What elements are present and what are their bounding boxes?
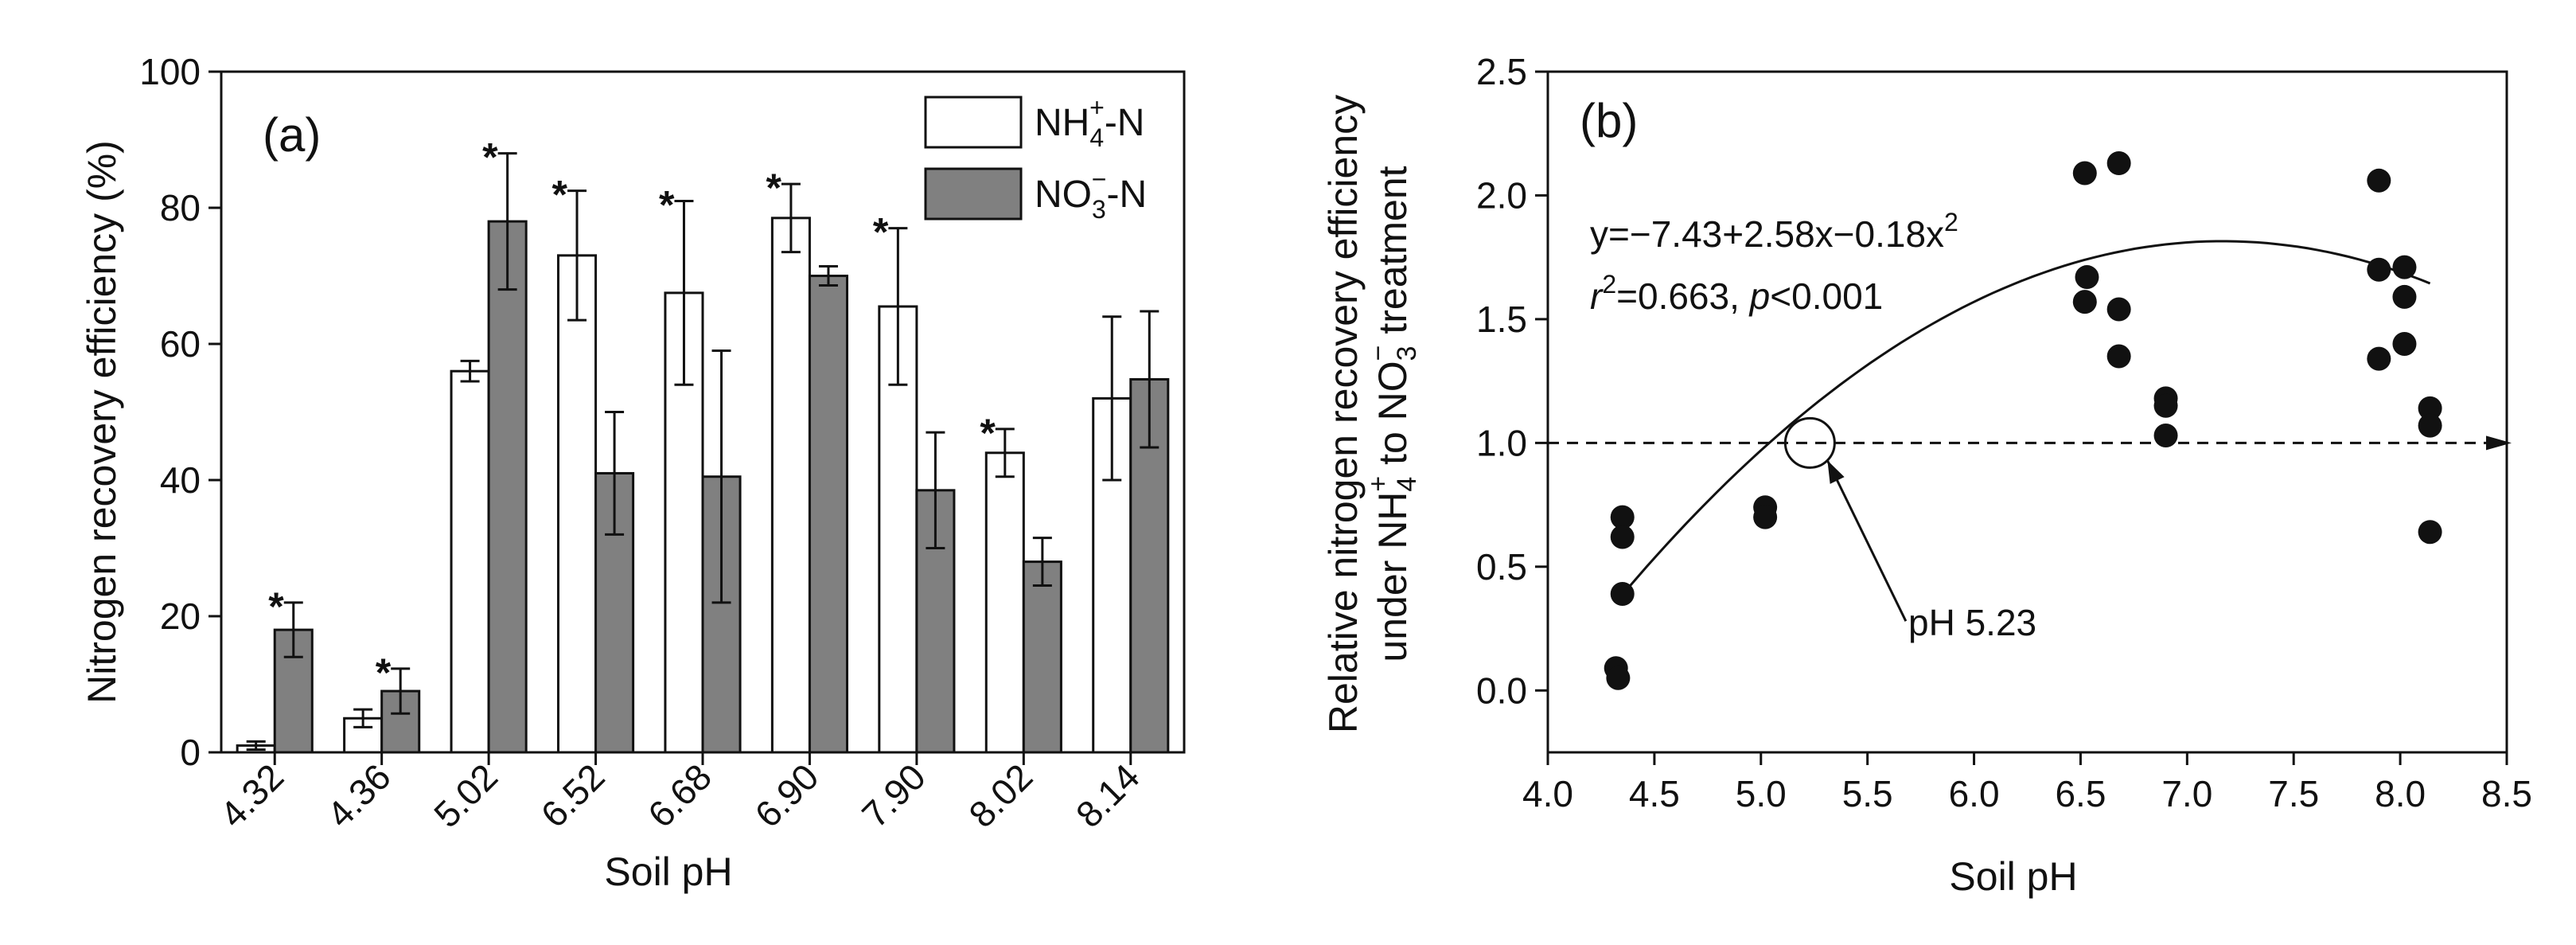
panel-b-xlabel: Soil pH [1949, 854, 2077, 899]
scatter-point [2106, 151, 2131, 176]
x-tick-label-a: 4.32 [212, 756, 291, 835]
x-tick-label-a: 4.36 [319, 756, 399, 835]
plot-frame-b [1546, 70, 2508, 754]
panel-a-label: (a) [263, 108, 321, 162]
panel-a-ylabel: Nitrogen recovery efficiency (%) [80, 140, 124, 704]
scatter-point [1610, 505, 1635, 529]
y-tick-label-a: 80 [160, 187, 201, 228]
crossing-arrow-icon [1827, 460, 1845, 484]
significance-star: * [268, 584, 284, 629]
crossing-marker [1783, 416, 1836, 469]
bar-nh4 [770, 217, 811, 754]
y-tick-label-b: 1.5 [1476, 299, 1527, 340]
significance-star: * [980, 411, 996, 455]
y-tick-label-b: 0.0 [1476, 670, 1527, 711]
panel-b-ylabel-line1: Relative nitrogen recovery efficiency [1321, 95, 1366, 733]
legend-swatch-nh4 [924, 96, 1023, 149]
y-tick-label-b: 0.5 [1476, 546, 1527, 588]
x-tick-label-b: 4.0 [1522, 773, 1573, 814]
scatter-point [2367, 168, 2391, 193]
scatter-point [2072, 161, 2097, 185]
legend-swatch-no3 [924, 167, 1023, 221]
significance-star: * [873, 210, 889, 255]
x-tick-label-a: 7.90 [854, 756, 933, 835]
y-tick-label-a: 100 [139, 51, 201, 92]
x-tick-label-b: 8.0 [2375, 773, 2426, 814]
bar-nh4 [450, 369, 490, 754]
x-tick-label-b: 4.5 [1629, 773, 1680, 814]
scatter-point [2075, 265, 2099, 290]
x-tick-label-a: 5.02 [426, 756, 505, 835]
panel-b-ylabel: Relative nitrogen recovery efficiency un… [1321, 95, 1422, 733]
scatter-point [2106, 344, 2131, 369]
x-tick-label-a: 6.90 [746, 756, 826, 835]
y-tick-label-a: 20 [160, 596, 201, 637]
x-tick-label-a: 8.14 [1068, 756, 1148, 835]
y-tick-label-a: 0 [180, 732, 201, 773]
y-tick-label-a: 60 [160, 323, 201, 365]
x-tick-label-b: 6.5 [2055, 773, 2106, 814]
x-tick-label-b: 7.0 [2161, 773, 2212, 814]
panel-b-label: (b) [1580, 94, 1638, 147]
y-tick-label-b: 2.5 [1476, 51, 1527, 92]
reference-arrow-icon [2486, 435, 2512, 451]
significance-star: * [376, 650, 392, 695]
x-tick-label-a: 6.68 [640, 756, 719, 835]
x-tick-label-b: 6.0 [1949, 773, 2000, 814]
panel-a: (a) Soil pH Nitrogen recovery efficiency… [80, 93, 1147, 894]
scatter-point [2153, 393, 2178, 418]
fit-curve [1615, 240, 2431, 603]
scatter-point [2153, 424, 2178, 448]
x-tick-label-a: 6.52 [533, 756, 613, 835]
y-tick-label-b: 2.0 [1476, 174, 1527, 216]
bar-nh4 [984, 451, 1025, 754]
scatter-point [2418, 520, 2442, 545]
scatter-point [2367, 257, 2391, 282]
crossing-label: pH 5.23 [1908, 602, 2036, 643]
significance-star: * [482, 135, 498, 180]
bar-no3 [1022, 560, 1062, 754]
scatter-point [1753, 505, 1778, 529]
x-tick-label-b: 5.0 [1736, 773, 1787, 814]
panel-a-xlabel: Soil pH [604, 849, 732, 894]
legend-label-no3: NO3−-N [1035, 165, 1147, 224]
significance-star: * [552, 173, 568, 217]
scatter-point [2418, 413, 2442, 438]
significance-star: * [766, 166, 781, 210]
x-tick-label-a: 8.02 [961, 756, 1040, 835]
bar-no3 [808, 275, 849, 754]
legend-label-nh4: NH4+-N [1035, 93, 1144, 152]
bar-no3 [487, 220, 528, 754]
scatter-point [2367, 346, 2391, 371]
bar-nh4 [557, 254, 598, 754]
scatter-point [1606, 666, 1631, 690]
scatter-point [1610, 525, 1635, 549]
x-tick-label-b: 5.5 [1842, 773, 1893, 814]
legend-a: NH4+-N NO3−-N [924, 93, 1147, 224]
y-tick-label-b: 1.0 [1476, 422, 1527, 463]
scatter-point [2392, 255, 2417, 279]
significance-star: * [659, 182, 675, 227]
scatter-point [2392, 332, 2417, 356]
crossing-arrow-line [1826, 459, 1908, 622]
scatter-point [2392, 284, 2417, 309]
scatter-point [2418, 396, 2442, 420]
x-tick-label-b: 8.5 [2481, 773, 2532, 814]
scatter-point [1610, 582, 1635, 607]
panel-b-ylabel-line2: under NH4+ to NO3− treatment [1363, 166, 1422, 662]
fit-equation: y=−7.43+2.58x−0.18x2 [1590, 208, 1958, 255]
scatter-point [2072, 290, 2097, 314]
fit-statistics: r2=0.663, p<0.001 [1590, 270, 1883, 317]
x-tick-label-b: 7.5 [2268, 773, 2319, 814]
scatter-point [2106, 297, 2131, 322]
y-tick-label-a: 40 [160, 459, 201, 501]
panel-b: (b) Soil pH Relative nitrogen recovery e… [1321, 94, 2078, 899]
